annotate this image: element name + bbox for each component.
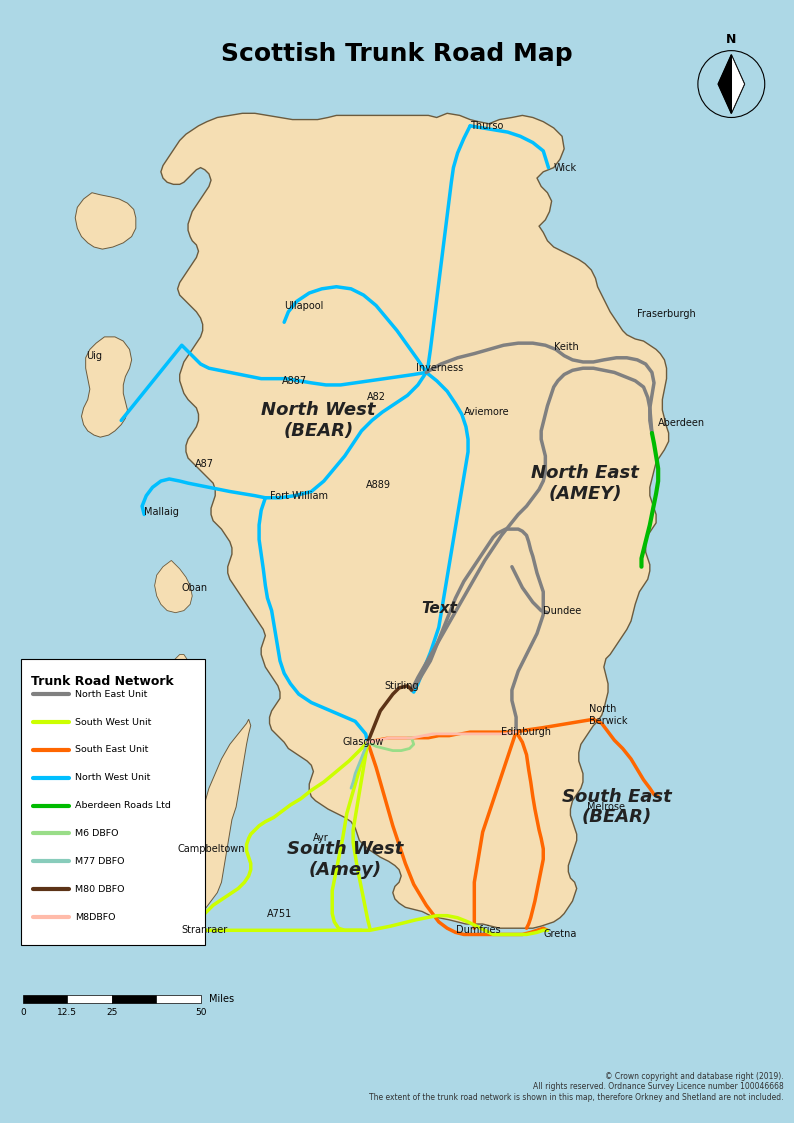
Text: Trunk Road Network: Trunk Road Network (31, 675, 174, 688)
Text: N: N (727, 34, 737, 46)
Text: Aviemore: Aviemore (464, 408, 510, 417)
Bar (23, 995, 67, 1004)
Text: Oban: Oban (182, 583, 208, 593)
Bar (67, 995, 112, 1004)
Text: Stirling: Stirling (384, 681, 419, 691)
Text: North West Unit: North West Unit (75, 774, 151, 783)
Text: Thurso: Thurso (470, 121, 503, 131)
Text: Melrose: Melrose (587, 802, 625, 812)
Text: South West
(Amey): South West (Amey) (287, 840, 403, 878)
Bar (112, 995, 156, 1004)
Text: Scottish Trunk Road Map: Scottish Trunk Road Map (222, 43, 572, 66)
Text: Keith: Keith (553, 343, 579, 353)
Text: Mallaig: Mallaig (145, 508, 179, 518)
Text: Wick: Wick (553, 163, 576, 173)
Text: M6 DBFO: M6 DBFO (75, 829, 119, 838)
Text: Dumfries: Dumfries (456, 925, 500, 935)
Text: 25: 25 (106, 1007, 118, 1016)
Text: Fraserburgh: Fraserburgh (638, 309, 696, 319)
Text: South West Unit: South West Unit (75, 718, 152, 727)
Polygon shape (731, 55, 745, 113)
Text: Gretna: Gretna (543, 930, 576, 940)
Polygon shape (169, 655, 190, 692)
Text: Edinburgh: Edinburgh (502, 727, 552, 737)
Text: © Crown copyright and database right (2019).
All rights reserved. Ordnance Surve: © Crown copyright and database right (20… (369, 1071, 784, 1102)
Text: Text: Text (421, 601, 457, 617)
Text: Ayr: Ayr (314, 833, 330, 843)
Polygon shape (718, 55, 731, 113)
Polygon shape (161, 113, 669, 929)
FancyBboxPatch shape (21, 659, 205, 944)
Polygon shape (75, 193, 136, 249)
Text: A889: A889 (366, 481, 391, 491)
Text: 0: 0 (20, 1007, 26, 1016)
Polygon shape (155, 560, 192, 613)
Text: M77 DBFO: M77 DBFO (75, 857, 125, 866)
Text: M80 DBFO: M80 DBFO (75, 885, 125, 894)
Text: Glasgow: Glasgow (343, 737, 384, 747)
Text: Ullapool: Ullapool (284, 301, 323, 311)
Text: A751: A751 (268, 909, 293, 919)
Text: Uig: Uig (86, 350, 102, 360)
Text: North
Berwick: North Berwick (589, 704, 628, 725)
Polygon shape (145, 682, 179, 723)
Text: Aberdeen Roads Ltd: Aberdeen Roads Ltd (75, 801, 171, 810)
Text: Stranraer: Stranraer (182, 925, 228, 935)
Text: A87: A87 (195, 459, 214, 469)
Text: Inverness: Inverness (416, 363, 463, 373)
Text: North West
(BEAR): North West (BEAR) (261, 401, 376, 440)
Text: A887: A887 (282, 376, 307, 386)
Polygon shape (198, 719, 251, 914)
Polygon shape (82, 337, 132, 437)
Text: North East
(AMEY): North East (AMEY) (531, 464, 639, 503)
Text: North East Unit: North East Unit (75, 690, 148, 699)
Text: Campbeltown: Campbeltown (178, 843, 245, 853)
Text: Dundee: Dundee (543, 605, 581, 615)
Text: Miles: Miles (209, 994, 234, 1004)
Bar (156, 995, 201, 1004)
Text: Aberdeen: Aberdeen (658, 418, 705, 428)
Text: 50: 50 (195, 1007, 206, 1016)
Text: M8DBFO: M8DBFO (75, 913, 116, 922)
Text: South East
(BEAR): South East (BEAR) (561, 787, 671, 827)
Text: A82: A82 (367, 392, 386, 402)
Text: South East Unit: South East Unit (75, 746, 148, 755)
Text: 12.5: 12.5 (57, 1007, 77, 1016)
Polygon shape (731, 55, 745, 113)
Polygon shape (718, 55, 731, 113)
Text: Fort William: Fort William (269, 491, 328, 501)
